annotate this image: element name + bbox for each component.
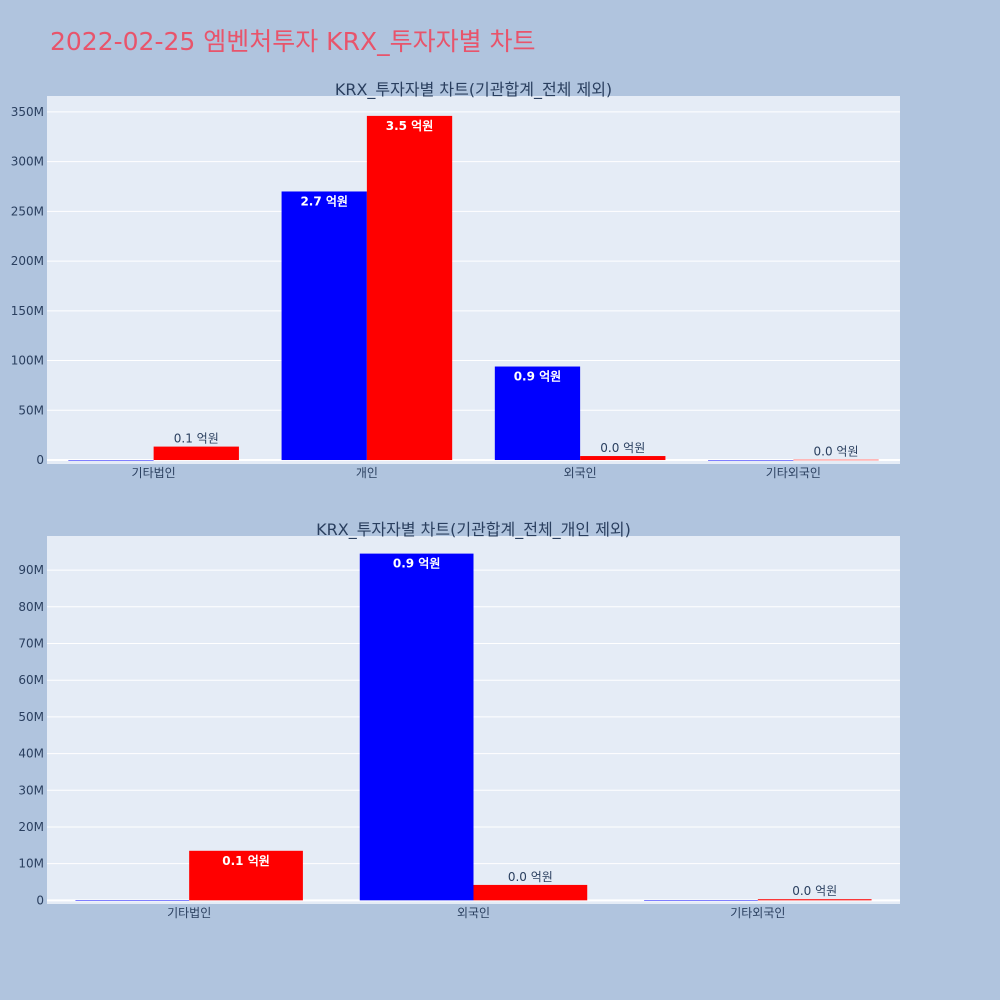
y-tick-label: 0 [36, 893, 44, 907]
bar [644, 900, 758, 901]
y-tick-label: 10M [18, 857, 44, 871]
data-label: 0.0 억원 [508, 870, 553, 884]
bar [793, 459, 879, 461]
y-tick-label: 70M [18, 637, 44, 651]
bar [359, 553, 474, 901]
x-tick-label: 외국인 [564, 466, 597, 480]
bar [189, 850, 303, 901]
y-tick-label: 40M [18, 747, 44, 761]
data-label: 0.0 억원 [792, 884, 837, 898]
y-tick-label: 50M [18, 403, 44, 417]
chart-title: KRX_투자자별 차트(기관합계_전체_개인 제외) [316, 520, 631, 540]
y-tick-label: 80M [18, 600, 44, 614]
bar [580, 456, 666, 461]
y-tick-label: 0 [36, 453, 44, 467]
y-tick-label: 20M [18, 820, 44, 834]
y-tick-label: 60M [18, 673, 44, 687]
bar [494, 366, 581, 461]
x-tick-label: 외국인 [457, 906, 490, 920]
y-tick-label: 350M [11, 105, 44, 119]
data-label: 2.7 억원 [300, 194, 348, 208]
bar [75, 900, 190, 901]
page-title: 2022-02-25 엠벤처투자 KRX_투자자별 차트 [50, 27, 536, 56]
data-label: 0.9 억원 [393, 557, 441, 571]
data-label: 0.0 억원 [814, 445, 859, 459]
x-tick-label: 기타외국인 [766, 466, 821, 480]
data-label: 0.1 억원 [222, 854, 270, 868]
y-tick-label: 300M [11, 155, 44, 169]
bar [708, 460, 794, 461]
bar [281, 191, 367, 461]
bar [366, 115, 453, 461]
y-tick-label: 150M [11, 304, 44, 318]
y-tick-label: 250M [11, 204, 44, 218]
y-tick-label: 200M [11, 254, 44, 268]
chart-title: KRX_투자자별 차트(기관합계_전체 제외) [335, 80, 612, 100]
bar [473, 884, 588, 901]
x-tick-label: 기타외국인 [730, 906, 785, 920]
bar [68, 460, 154, 461]
y-tick-label: 30M [18, 783, 44, 797]
data-label: 0.0 억원 [600, 441, 645, 455]
data-label: 0.9 억원 [514, 370, 562, 384]
bar [153, 446, 239, 461]
y-tick-label: 50M [18, 710, 44, 724]
bar [757, 899, 872, 901]
plot-area [47, 96, 900, 464]
data-label: 3.5 억원 [386, 119, 434, 133]
data-label: 0.1 억원 [174, 432, 219, 446]
y-tick-label: 90M [18, 563, 44, 577]
x-tick-label: 개인 [356, 466, 378, 480]
y-tick-label: 100M [11, 354, 44, 368]
x-tick-label: 기타법인 [167, 906, 211, 920]
x-tick-label: 기타법인 [132, 466, 176, 480]
